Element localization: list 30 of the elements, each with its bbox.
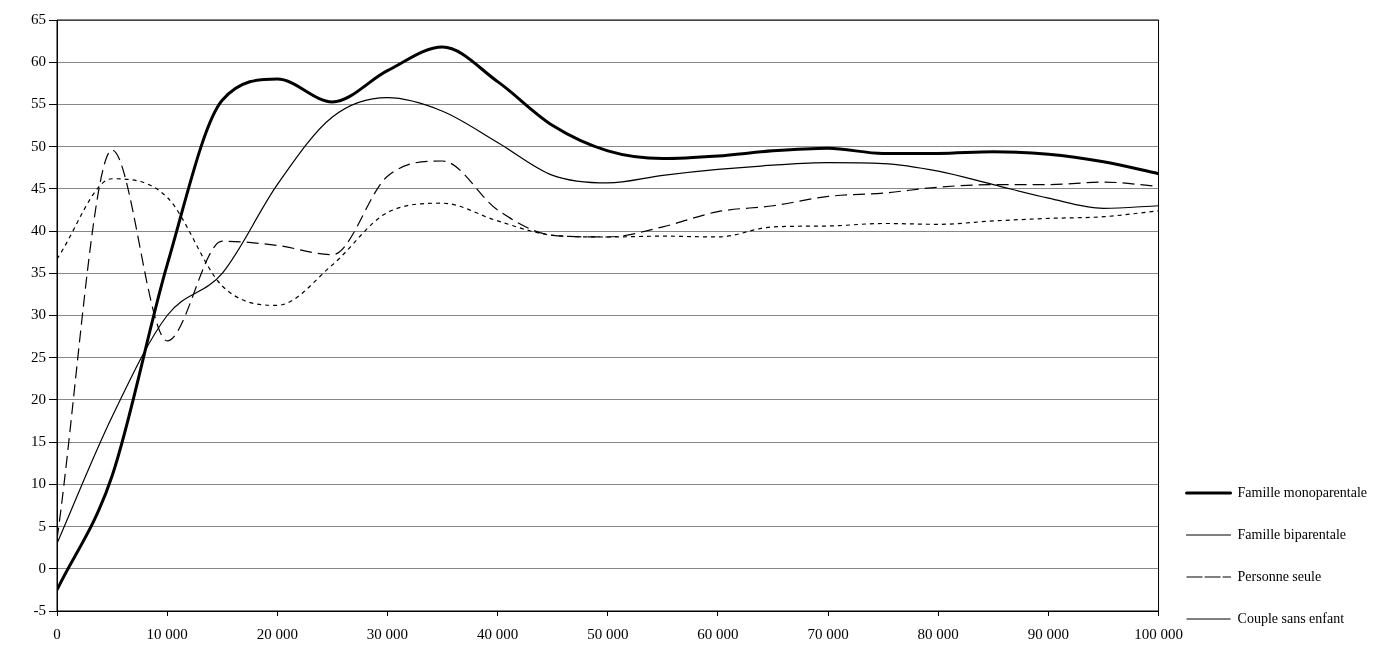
x-tick-label: 70 000 <box>807 625 849 642</box>
y-tick-label: 25 <box>31 348 46 365</box>
y-tick-label: 40 <box>31 222 46 239</box>
y-tick-label: 20 <box>31 390 46 407</box>
y-tick-label: 50 <box>31 137 46 154</box>
y-tick-label: 65 <box>31 10 46 27</box>
x-tick-label: 30 000 <box>366 625 409 642</box>
y-tick-label: 0 <box>38 559 46 576</box>
x-tick-label: 20 000 <box>256 625 298 642</box>
y-tick-label: 30 <box>31 306 46 323</box>
x-tick-label: 90 000 <box>1027 625 1070 642</box>
x-tick-label: 40 000 <box>476 625 519 642</box>
y-tick-label: 15 <box>31 433 46 450</box>
legend-label: Famille biparentale <box>1237 526 1347 542</box>
x-tick-label: 10 000 <box>146 625 188 642</box>
y-tick-label: 35 <box>31 264 46 281</box>
x-tick-label: 60 000 <box>697 625 739 642</box>
y-tick-label: 55 <box>31 95 46 112</box>
y-tick-label: 5 <box>38 517 46 534</box>
legend-label: Personne seule <box>1237 568 1322 584</box>
legend-label: Couple sans enfant <box>1237 610 1345 626</box>
x-tick-label: 50 000 <box>587 625 629 642</box>
y-tick-label: 10 <box>31 475 46 492</box>
x-tick-label: 80 000 <box>917 625 959 642</box>
y-tick-label: 45 <box>31 179 46 196</box>
x-tick-label: 100 000 <box>1134 625 1183 642</box>
legend-label: Famille monoparentale <box>1237 484 1368 500</box>
x-tick-label: 0 <box>53 625 61 642</box>
y-tick-label: 60 <box>31 53 46 70</box>
y-tick-label: -5 <box>33 601 46 618</box>
